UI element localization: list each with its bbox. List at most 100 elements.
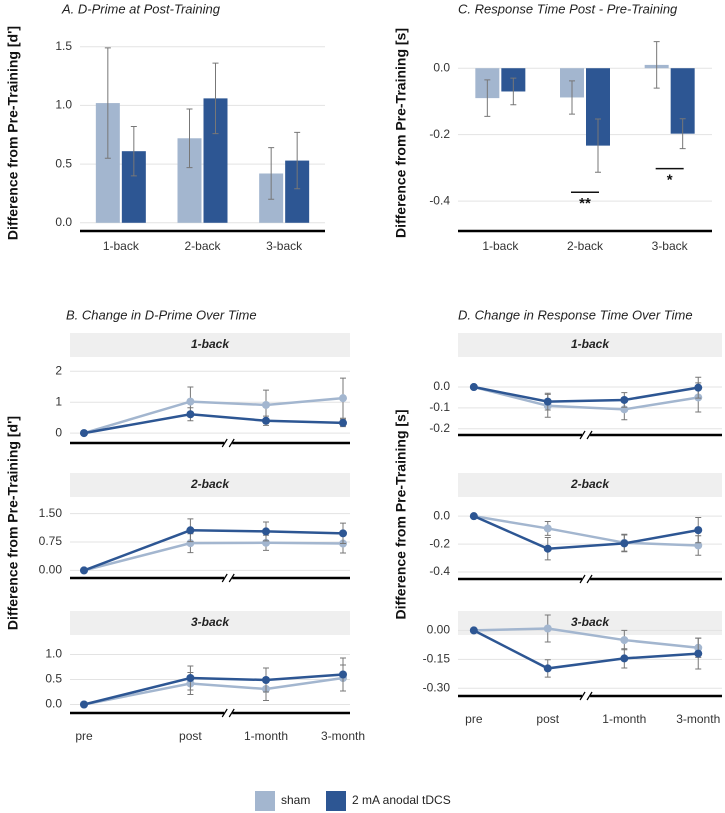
point — [262, 400, 270, 409]
strip-label: 1-back — [571, 337, 610, 351]
point — [262, 527, 270, 536]
axis-break-gap — [582, 432, 591, 438]
point — [339, 394, 347, 403]
x-tick-label: 3-month — [676, 712, 720, 726]
strip — [458, 473, 722, 497]
point — [543, 397, 552, 406]
point — [80, 429, 88, 438]
point — [469, 512, 478, 521]
x-tick-label: 1-month — [602, 712, 646, 726]
axis-break — [221, 573, 235, 583]
chart-title: B. Change in D-Prime Over Time — [66, 307, 257, 322]
y-tick-label: 0.5 — [45, 672, 62, 686]
strip — [458, 333, 722, 357]
point — [694, 649, 703, 658]
point — [469, 383, 478, 392]
y-tick-label: 0.0 — [55, 215, 72, 229]
point — [469, 626, 478, 635]
y-axis-label: Difference from Pre-Training [s] — [393, 28, 409, 238]
axis-break-gap — [582, 693, 591, 699]
point — [80, 566, 88, 575]
point — [339, 529, 347, 538]
y-tick-label: -0.2 — [429, 127, 450, 141]
point — [339, 418, 347, 427]
point — [620, 636, 629, 645]
error-bar — [104, 47, 111, 159]
y-tick-label: 1.5 — [55, 39, 72, 53]
y-tick-label: 1.50 — [39, 506, 63, 520]
y-tick-label: 0.75 — [39, 534, 63, 548]
series — [469, 376, 703, 411]
strip — [458, 611, 722, 635]
chart-title: A. D-Prime at Post-Training — [61, 1, 221, 16]
legend-swatch — [326, 791, 346, 811]
chart-title: C. Response Time Post - Pre-Training — [458, 1, 678, 16]
y-axis-label: Difference from Pre-Training [d'] — [5, 416, 21, 630]
facet: 1-back 0 1 2 — [55, 333, 350, 448]
chart-title: D. Change in Response Time Over Time — [458, 307, 693, 322]
legend: sham 2 mA anodal tDCS — [255, 791, 451, 811]
strip-label: 2-back — [190, 477, 230, 491]
y-tick-label: -0.15 — [423, 652, 451, 666]
legend-label: sham — [281, 793, 310, 807]
y-tick-label: 0.0 — [433, 60, 450, 74]
panel: 0.0 0.5 1.0 1.5 1-back 2-back 3-back — [55, 39, 325, 253]
y-tick-label: -0.30 — [423, 680, 451, 694]
error-bar — [569, 80, 575, 115]
error-bar — [510, 77, 517, 106]
facet: 2-back 0.0 -0.2 -0.4 — [429, 473, 722, 584]
error-bar — [130, 126, 137, 177]
y-tick-label: 0.0 — [433, 508, 450, 522]
point — [620, 654, 629, 663]
error-bar — [212, 62, 219, 135]
y-tick-label: -0.4 — [429, 564, 450, 578]
panel: 0.0-0.2-0.41-back 2-back 3-back*** — [429, 41, 712, 253]
axis-break — [579, 430, 593, 440]
error-bar — [186, 108, 193, 169]
y-tick-label: -0.1 — [429, 400, 450, 414]
series — [80, 407, 347, 438]
point — [339, 670, 347, 679]
point — [186, 674, 195, 682]
facet: 1-back 0.0 -0.1 -0.2 — [429, 333, 722, 440]
x-tick-label: 3-back — [652, 239, 689, 253]
line — [83, 412, 344, 435]
point — [543, 624, 552, 633]
point — [80, 700, 88, 709]
error-bar — [268, 147, 275, 200]
legend-swatch — [255, 791, 275, 811]
y-tick-label: 1 — [55, 394, 62, 408]
facet: 2-back 0.00 0.75 1.50 — [39, 473, 350, 583]
axis-break-gap — [582, 576, 591, 582]
line — [473, 385, 699, 403]
error-bar — [679, 118, 686, 150]
facet: 3-back 0.00 -0.15 -0.30 pre post 1-month 3-mont… — [423, 611, 722, 726]
y-axis-label: Difference from Pre-Training [d'] — [5, 26, 21, 240]
point — [186, 410, 195, 419]
annotation: * — [667, 172, 673, 189]
x-tick-label: post — [179, 729, 202, 743]
x-tick-label: 1-back — [482, 239, 519, 253]
line — [473, 627, 699, 650]
axis-break — [579, 691, 593, 701]
point — [543, 664, 552, 673]
x-tick-label: 1-month — [244, 729, 288, 743]
point — [186, 526, 195, 535]
x-tick-label: 2-back — [567, 239, 604, 253]
error-bar — [653, 41, 660, 89]
axis-break — [579, 574, 593, 584]
line — [83, 529, 344, 572]
axis-break-gap — [224, 440, 233, 446]
x-tick-label: 1-back — [103, 239, 140, 253]
y-tick-label: -0.2 — [429, 421, 450, 435]
error-bar — [294, 131, 301, 190]
x-tick-label: post — [536, 712, 559, 726]
point — [543, 524, 552, 533]
strip — [70, 333, 350, 357]
axis-break — [221, 708, 235, 718]
point — [694, 526, 703, 535]
y-axis-label: Difference from Pre-Training [s] — [393, 409, 409, 619]
line — [83, 541, 344, 572]
line — [83, 676, 344, 706]
